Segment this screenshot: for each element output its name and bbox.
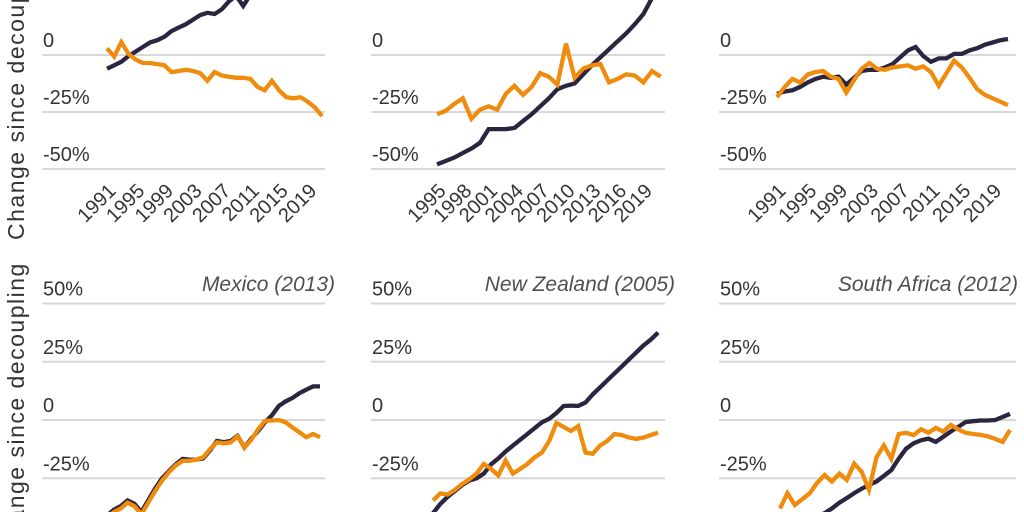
- y-tick-label: 25%: [372, 337, 412, 359]
- y-tick-label: -25%: [372, 453, 419, 475]
- series-line-orange: [778, 422, 1012, 510]
- y-tick-label: 50%: [372, 279, 412, 301]
- y-tick-label: 50%: [720, 279, 760, 301]
- y-tick-label: -25%: [43, 453, 90, 475]
- y-tick-label: 50%: [43, 279, 83, 301]
- y-tick-label: 0: [720, 30, 731, 52]
- series-line-orange: [105, 37, 324, 118]
- y-tick-label: -25%: [43, 87, 90, 109]
- panel-title: South Africa (2012): [838, 273, 1018, 296]
- y-tick-label: -50%: [720, 144, 767, 166]
- y-axis-label: Change since decoupling: [3, 0, 29, 240]
- series-line-navy: [822, 411, 1011, 512]
- series-line-navy: [106, 0, 250, 71]
- series-line-orange: [436, 43, 662, 123]
- series-line-orange: [431, 419, 659, 502]
- series-line-navy: [436, 0, 654, 167]
- y-tick-label: -50%: [372, 144, 419, 166]
- y-tick-label: 25%: [720, 337, 760, 359]
- series-line-navy: [776, 36, 1009, 96]
- y-tick-label: 0: [372, 30, 383, 52]
- y-axis-label: Change since decoupling: [3, 262, 29, 512]
- y-tick-label: 0: [720, 395, 731, 417]
- y-tick-label: 0: [43, 30, 54, 52]
- series-line-orange: [775, 57, 1009, 108]
- y-tick-label: 0: [372, 395, 383, 417]
- y-tick-label: 25%: [43, 337, 83, 359]
- y-tick-label: -50%: [43, 144, 90, 166]
- y-tick-label: -25%: [372, 87, 419, 109]
- panel-title: New Zealand (2005): [485, 273, 675, 296]
- y-tick-label: -25%: [720, 87, 767, 109]
- y-tick-label: -25%: [720, 453, 767, 475]
- series-line-orange: [110, 417, 321, 512]
- y-tick-label: 0: [43, 395, 54, 417]
- panel-title: Mexico (2013): [202, 273, 335, 296]
